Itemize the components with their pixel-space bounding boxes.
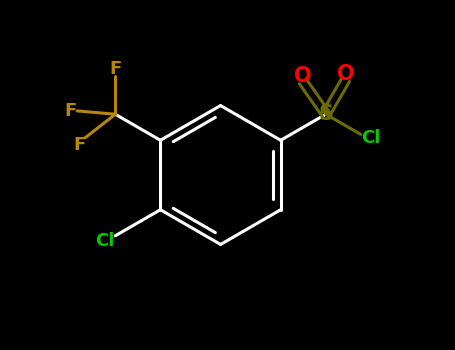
Text: S: S: [318, 104, 334, 124]
Text: Cl: Cl: [95, 232, 115, 250]
Text: F: F: [64, 102, 76, 120]
Text: O: O: [294, 66, 312, 86]
Text: Cl: Cl: [361, 129, 381, 147]
Text: F: F: [109, 60, 121, 78]
Text: F: F: [74, 136, 86, 154]
Text: O: O: [337, 64, 355, 84]
